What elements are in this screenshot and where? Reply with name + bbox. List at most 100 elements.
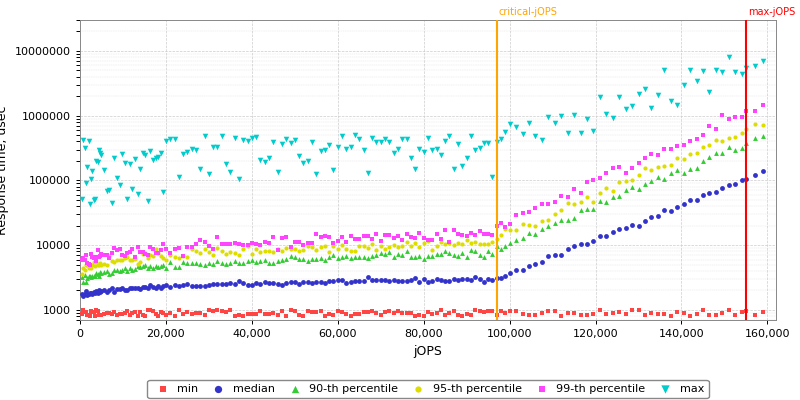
max <box>490 139 503 146</box>
99-th percentile <box>396 237 409 244</box>
max <box>396 136 409 142</box>
Legend: min, median, 90-th percentile, 95-th percentile, 99-th percentile, max: min, median, 90-th percentile, 95-th per… <box>147 380 709 398</box>
90-th percentile <box>106 270 118 276</box>
90-th percentile <box>113 268 126 274</box>
max <box>134 166 146 172</box>
median <box>503 270 516 276</box>
max <box>722 54 735 60</box>
median <box>490 275 503 281</box>
median <box>716 184 729 191</box>
90-th percentile <box>710 149 722 156</box>
min <box>710 312 722 318</box>
99-th percentile <box>418 235 430 241</box>
min <box>443 310 456 317</box>
90-th percentile <box>110 267 123 273</box>
max <box>116 151 129 157</box>
max <box>391 146 404 152</box>
median <box>275 281 288 288</box>
min <box>228 312 241 319</box>
99-th percentile <box>306 240 318 247</box>
max <box>434 152 447 158</box>
95-th percentile <box>383 244 396 250</box>
99-th percentile <box>503 221 516 227</box>
95-th percentile <box>134 258 146 265</box>
95-th percentile <box>87 259 100 265</box>
90-th percentile <box>678 169 690 176</box>
median <box>157 283 170 289</box>
95-th percentile <box>95 262 108 268</box>
Text: max-jOPS: max-jOPS <box>748 7 795 17</box>
max <box>314 148 327 154</box>
95-th percentile <box>76 270 89 277</box>
Text: critical-jOPS: critical-jOPS <box>499 7 558 17</box>
max <box>194 166 206 172</box>
90-th percentile <box>619 186 632 193</box>
90-th percentile <box>154 263 167 270</box>
99-th percentile <box>89 254 102 260</box>
min <box>722 307 735 313</box>
99-th percentile <box>478 230 490 237</box>
min <box>490 312 503 318</box>
max <box>632 90 645 97</box>
max <box>186 146 198 152</box>
99-th percentile <box>465 230 478 236</box>
max <box>664 98 677 104</box>
95-th percentile <box>357 242 370 249</box>
95-th percentile <box>331 246 344 252</box>
95-th percentile <box>600 185 613 192</box>
90-th percentile <box>722 144 735 150</box>
99-th percentile <box>510 212 522 218</box>
max <box>202 171 215 177</box>
median <box>670 204 683 210</box>
99-th percentile <box>684 138 697 144</box>
median <box>374 276 387 283</box>
90-th percentile <box>443 249 456 256</box>
90-th percentile <box>206 261 219 268</box>
95-th percentile <box>289 246 302 252</box>
90-th percentile <box>146 264 159 271</box>
max <box>568 112 581 118</box>
median <box>542 253 554 260</box>
max <box>645 105 658 112</box>
median <box>664 207 677 214</box>
99-th percentile <box>716 112 729 118</box>
max <box>619 106 632 113</box>
90-th percentile <box>383 248 396 255</box>
99-th percentile <box>703 123 716 129</box>
99-th percentile <box>134 248 146 255</box>
min <box>535 310 548 316</box>
max <box>716 68 729 75</box>
max <box>606 115 619 121</box>
median <box>391 278 404 285</box>
99-th percentile <box>275 235 288 241</box>
min <box>275 308 288 314</box>
99-th percentile <box>710 126 722 132</box>
max <box>95 152 108 159</box>
90-th percentile <box>262 260 275 266</box>
95-th percentile <box>465 239 478 246</box>
99-th percentile <box>626 165 638 172</box>
95-th percentile <box>632 172 645 178</box>
90-th percentile <box>529 231 542 237</box>
min <box>370 310 383 316</box>
median <box>438 278 451 284</box>
max <box>241 138 254 144</box>
median <box>177 282 190 288</box>
90-th percentile <box>211 258 224 264</box>
90-th percentile <box>391 251 404 257</box>
99-th percentile <box>318 232 331 239</box>
max <box>87 197 100 204</box>
99-th percentile <box>456 232 469 238</box>
99-th percentile <box>562 194 574 200</box>
median <box>220 281 233 288</box>
99-th percentile <box>400 230 413 237</box>
min <box>131 313 144 319</box>
99-th percentile <box>91 246 104 253</box>
99-th percentile <box>678 142 690 148</box>
99-th percentile <box>587 177 600 184</box>
max <box>340 146 353 152</box>
90-th percentile <box>396 252 409 258</box>
median <box>144 282 157 288</box>
95-th percentile <box>387 242 400 248</box>
min <box>353 311 366 317</box>
